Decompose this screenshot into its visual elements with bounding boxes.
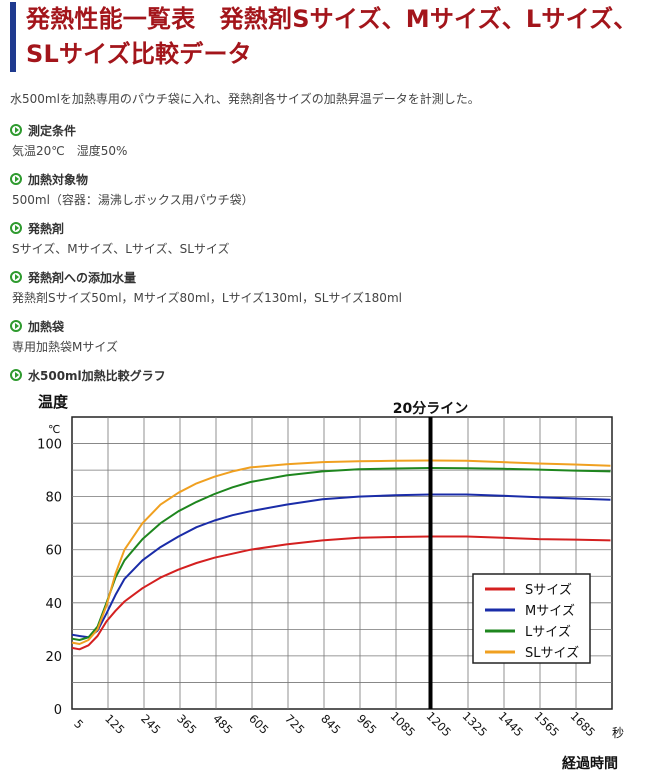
play-circle-icon: [10, 271, 22, 283]
section-water-amount: 発熱剤への添加水量 発熱剤Sサイズ50ml，Mサイズ80ml，Lサイズ130ml…: [10, 268, 402, 306]
play-circle-icon: [10, 222, 22, 234]
x-axis-title: 経過時間: [562, 755, 618, 772]
series-line-4: [71, 459, 611, 645]
section-target: 加熱対象物 500ml（容器：湯沸しボックス用パウチ袋）: [10, 170, 254, 208]
section-label: 加熱対象物: [28, 172, 89, 187]
x-tick-label: 485: [210, 711, 235, 736]
play-circle-icon: [10, 369, 22, 381]
y-axis-unit: ℃: [48, 423, 60, 436]
x-tick-label: 1445: [496, 709, 527, 740]
section-value: 500ml（容器：湯沸しボックス用パウチ袋）: [12, 193, 254, 207]
temperature-chart: 0 20 40 60 80 100 5 125 245 365 485 605 725 845 965 108…: [37, 393, 624, 772]
section-label: 発熱剤: [28, 221, 65, 236]
x-tick-label: 605: [246, 711, 271, 736]
section-heater: 発熱剤 Sサイズ、Mサイズ、Lサイズ、SLサイズ: [10, 219, 230, 257]
x-tick-label: 1685: [568, 709, 599, 740]
section-label: 測定条件: [28, 123, 77, 138]
y-tick-label: 40: [45, 597, 62, 612]
y-axis-title: 温度: [38, 393, 69, 411]
series-line-2: [71, 493, 611, 639]
y-tick-label: 80: [45, 491, 62, 506]
legend-label: Sサイズ: [525, 582, 572, 598]
section-value: 発熱剤Sサイズ50ml，Mサイズ80ml，Lサイズ130ml，SLサイズ180m…: [12, 291, 402, 305]
section-conditions: 測定条件 気温20℃ 湿度50%: [10, 121, 127, 159]
play-circle-icon: [10, 124, 22, 136]
section-label: 加熱袋: [28, 319, 65, 334]
x-tick-label: 1205: [424, 709, 455, 740]
section-value: 気温20℃ 湿度50%: [12, 144, 128, 158]
y-tick-label: 100: [37, 438, 62, 453]
x-tick-label: 1325: [460, 709, 491, 740]
section-label: 発熱剤への添加水量: [28, 270, 137, 285]
x-axis-unit: 秒: [612, 726, 624, 740]
play-circle-icon: [10, 320, 22, 332]
x-tick-label: 725: [282, 711, 307, 736]
x-tick-label: 1085: [388, 709, 419, 740]
section-bag: 加熱袋 専用加熱袋Mサイズ: [10, 317, 118, 355]
series-line-1: [71, 535, 611, 651]
x-tick-label: 245: [138, 711, 163, 736]
section-value: 専用加熱袋Mサイズ: [12, 340, 118, 354]
page-title: 発熱性能一覧表 発熱剤Sサイズ、Mサイズ、Lサイズ、SLサイズ比較データ: [26, 5, 638, 68]
page-title-block: 発熱性能一覧表 発熱剤Sサイズ、Mサイズ、Lサイズ、SLサイズ比較データ: [10, 2, 660, 72]
section-graph: 水500ml加熱比較グラフ: [10, 366, 166, 384]
section-label: 水500ml加熱比較グラフ: [28, 368, 166, 383]
y-tick-label: 20: [45, 650, 62, 665]
legend-label: SLサイズ: [525, 645, 579, 661]
legend-label: Lサイズ: [525, 624, 571, 640]
y-tick-label: 0: [54, 703, 62, 718]
x-tick-label: 125: [102, 711, 127, 736]
x-tick-label: 5: [71, 717, 86, 732]
intro-text: 水500mlを加熱専用のパウチ袋に入れ、発熱剤各サイズの加熱昇温データを計測した…: [10, 92, 480, 106]
section-value: Sサイズ、Mサイズ、Lサイズ、SLサイズ: [12, 242, 230, 256]
x-tick-label: 965: [354, 711, 379, 736]
x-tick-label: 845: [318, 711, 343, 736]
play-circle-icon: [10, 173, 22, 185]
y-tick-label: 60: [45, 544, 62, 559]
annotation-label: 20分ライン: [393, 401, 468, 417]
x-tick-label: 365: [174, 711, 199, 736]
x-tick-label: 1565: [532, 709, 563, 740]
legend-label: Mサイズ: [525, 603, 575, 619]
